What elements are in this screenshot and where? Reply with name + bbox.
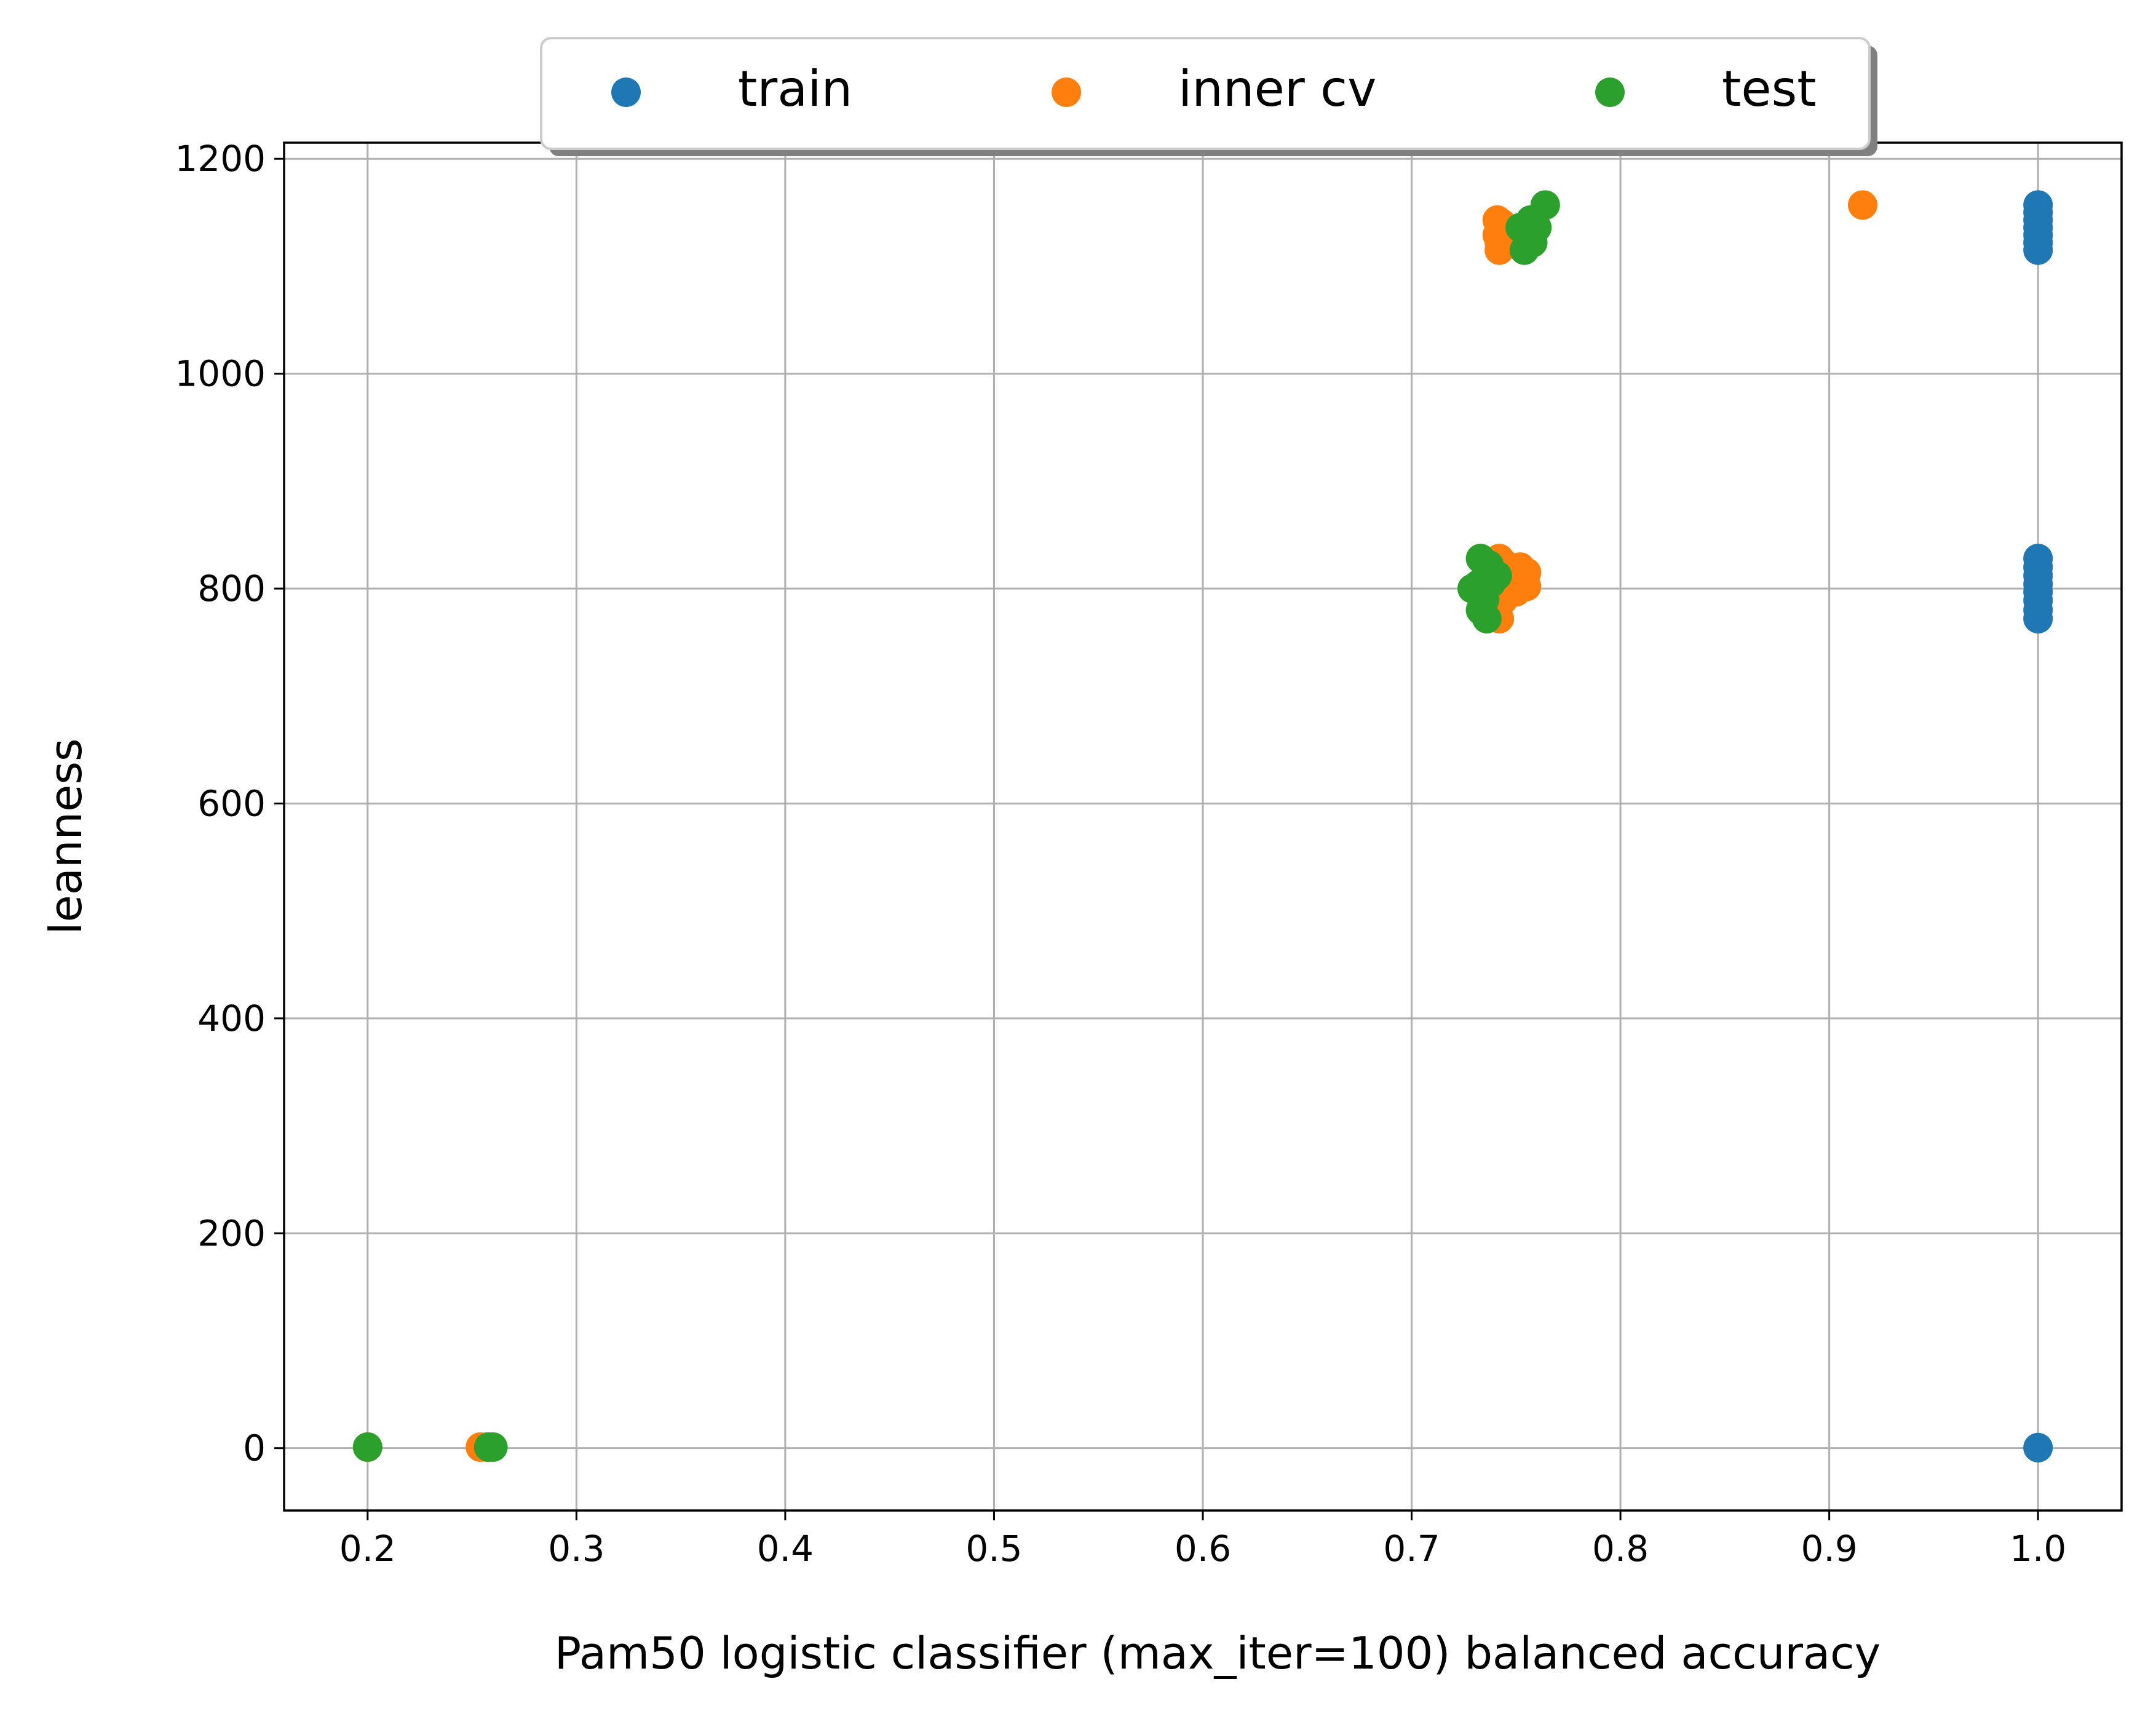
legend-marker-inner-cv [1052,77,1081,107]
x-tick-label: 0.7 [1383,1528,1440,1570]
legend-box [540,37,1871,150]
legend-label-test: test [1722,60,1817,117]
y-tick-label: 0 [243,1427,266,1469]
data-point-test [1476,568,1506,598]
x-tick-label: 0.4 [757,1528,814,1570]
y-tick-label: 600 [197,782,266,824]
data-point-inner-cv [1484,235,1515,265]
x-tick-label: 0.5 [965,1528,1022,1570]
data-point-test [352,1432,382,1462]
axis-ticks: 0.2 0.3 0.4 0.5 0.6 0.7 0.8 0.9 1.0 0 200 400 600 800… [175,138,2066,1570]
legend-label-inner-cv: inner cv [1178,60,1377,117]
x-tick-label: 0.6 [1175,1528,1231,1570]
x-tick-label: 0.3 [548,1528,604,1570]
legend-label-train: train [738,60,852,117]
data-point-inner-cv [1847,190,1877,220]
y-tick-label: 400 [197,998,266,1039]
data-points [352,190,2053,1463]
legend-marker-test [1595,77,1625,107]
legend: train inner cv test [540,37,1877,156]
series-test [352,190,1560,1462]
grid [284,143,2122,1511]
x-tick-label: 0.8 [1592,1528,1649,1570]
legend-marker-train [611,77,641,107]
x-tick-label: 1.0 [2010,1528,2066,1570]
data-point-train [2023,603,2053,633]
data-point-test [1522,213,1552,243]
y-tick-label: 1000 [175,353,266,395]
data-point-test [1509,235,1539,265]
y-tick-label: 1200 [175,138,266,180]
y-tick-label: 800 [197,568,266,609]
data-point-test [1472,603,1502,633]
data-point-test [478,1432,508,1462]
x-tick-label: 0.9 [1801,1528,1858,1570]
x-tick-label: 0.2 [339,1528,396,1570]
series-train [2023,190,2053,1463]
y-axis-title: leanness [40,738,92,934]
data-point-train [2023,235,2053,265]
data-point-train [2023,1432,2053,1463]
y-tick-label: 200 [197,1212,266,1254]
x-axis-title: Pam50 logistic classifier (max_iter=100)… [555,1627,1881,1679]
